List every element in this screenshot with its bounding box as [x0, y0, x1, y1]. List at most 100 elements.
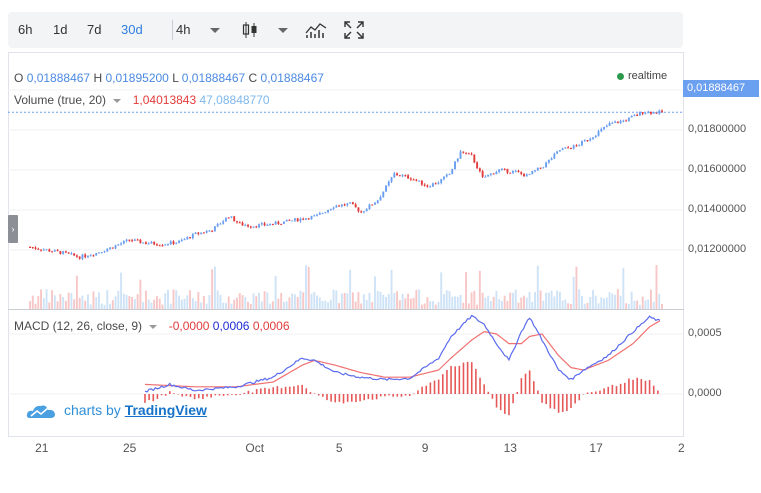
candle-body [547, 159, 550, 163]
volume-bar [542, 300, 545, 309]
candle-body [603, 126, 606, 130]
volume-bar [318, 297, 321, 309]
volume-bar [476, 304, 479, 309]
volume-bar [401, 293, 404, 309]
macd-hist-bar [251, 392, 254, 394]
macd-legend[interactable]: MACD (12, 26, close, 9) -0,0000 0,0006 0… [14, 319, 290, 333]
pane-divider[interactable] [8, 309, 684, 310]
time-tick-label: 25 [122, 441, 137, 455]
macd-hist-bar [549, 394, 552, 409]
candle-body [619, 120, 622, 124]
macd-hist-bar [413, 393, 415, 395]
candle-body [34, 247, 37, 249]
range-1d-button[interactable]: 1d [53, 22, 68, 37]
candle-body [147, 243, 150, 245]
indicators-icon[interactable] [305, 21, 327, 39]
interval-select[interactable]: 4h [176, 12, 221, 48]
volume-bar [517, 302, 520, 309]
candle-body [360, 211, 363, 213]
macd-hist-bar [570, 394, 572, 409]
volume-bar [313, 292, 316, 309]
candle-body [456, 158, 459, 162]
volume-legend[interactable]: Volume (true, 20) 1,04013843 47,08848770 [14, 93, 270, 107]
candle-body [313, 215, 316, 217]
candle-body [329, 208, 332, 210]
chevron-down-icon[interactable] [113, 98, 122, 103]
candle-body [407, 175, 410, 179]
status-dot-icon [617, 72, 624, 80]
volume-bar [266, 292, 269, 309]
volume-bar [437, 302, 440, 309]
macd-hist-bar [264, 387, 266, 394]
volume-bar [500, 300, 503, 309]
volume-bar [652, 301, 655, 309]
candle-body [120, 243, 123, 245]
volume-bar [357, 292, 360, 309]
candle-body [131, 240, 134, 242]
candle-body [92, 255, 95, 257]
volume-bar [647, 299, 650, 309]
macd-hist-bar [284, 386, 287, 394]
candle-body [222, 221, 225, 224]
volume-bar [340, 293, 343, 309]
volume-bar [191, 297, 194, 309]
range-30d-button[interactable]: 30d [121, 22, 143, 37]
volume-bar [244, 297, 247, 309]
macd-hist-bar [520, 378, 523, 394]
candlestick-icon[interactable] [240, 21, 262, 39]
fullscreen-icon[interactable] [343, 21, 365, 39]
volume-bar [608, 292, 611, 309]
chevron-down-icon[interactable] [149, 324, 158, 329]
volume-bar [219, 294, 222, 309]
volume-bar [365, 300, 368, 309]
volume-bar [448, 291, 451, 309]
volume-bar [131, 296, 134, 309]
volume-bar [291, 293, 294, 309]
candle-body [340, 204, 343, 207]
candle-body [622, 120, 625, 122]
macd-hist-bar [421, 386, 423, 394]
range-6h-button[interactable]: 6h [18, 22, 33, 37]
candle-body [509, 172, 512, 174]
volume-bar [459, 294, 462, 309]
volume-bar [611, 293, 614, 309]
volume-bar [467, 303, 470, 309]
volume-bar [558, 291, 561, 309]
macd-hist-bar [371, 394, 374, 400]
macd-hist-bar [553, 394, 556, 409]
volume-bar [205, 303, 208, 309]
side-panel-handle[interactable]: › [8, 215, 18, 243]
candle-body [597, 131, 600, 136]
macd-hist-bar [574, 394, 576, 404]
macd-hist-bar [446, 369, 448, 394]
candle-body [139, 239, 142, 244]
volume-bar [473, 290, 476, 309]
candle-body [525, 174, 528, 177]
macd-hist-bar [334, 394, 337, 403]
macd-hist-bar [185, 394, 188, 396]
tradingview-watermark[interactable]: charts by TradingView [26, 402, 207, 420]
range-7d-button[interactable]: 7d [87, 22, 102, 37]
candle-body [614, 121, 617, 123]
price-tick-label: 0,01800000 [688, 123, 747, 135]
volume-bar [385, 296, 387, 309]
macd-hist-bar [487, 391, 490, 394]
candle-body [605, 125, 608, 127]
volume-bar [412, 297, 415, 309]
macd-hist-bar [603, 388, 605, 394]
macd-hist-bar [301, 384, 303, 394]
candle-body [542, 167, 545, 169]
macd-hist-bar [326, 394, 328, 401]
volume-bar [153, 299, 156, 309]
macd-hist-bar [396, 394, 399, 397]
volume-bar [550, 290, 553, 309]
volume-bar [398, 300, 401, 309]
chevron-down-icon[interactable] [278, 28, 288, 33]
candle-body [161, 245, 164, 247]
volume-bar [407, 293, 410, 309]
close-value: 0,01888467 [260, 71, 324, 85]
macd-hist-bar [280, 388, 283, 394]
candle-body [84, 254, 87, 258]
watermark-brand[interactable]: TradingView [124, 402, 207, 418]
chart-plot-area[interactable] [8, 52, 684, 437]
